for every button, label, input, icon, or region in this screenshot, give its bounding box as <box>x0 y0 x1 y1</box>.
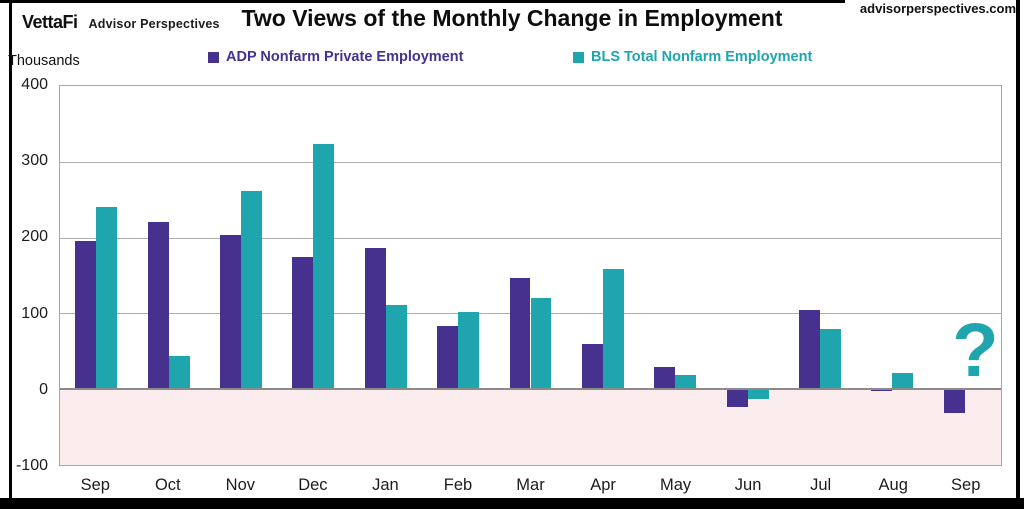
bar-bls-aug <box>892 372 914 390</box>
bar-adp-mar <box>509 277 531 390</box>
bar-adp-oct <box>147 222 169 390</box>
frame-top-border <box>0 0 845 3</box>
gridline <box>60 237 1001 239</box>
chart-title: Two Views of the Monthly Change in Emplo… <box>241 5 783 31</box>
x-tick-label: Apr <box>590 476 616 494</box>
bar-bls-nov <box>240 191 262 390</box>
bar-bls-dec <box>313 144 335 390</box>
bar-adp-nov <box>219 235 241 390</box>
logo-secondary-text: Advisor Perspectives <box>88 17 220 31</box>
bar-adp-jan <box>364 248 386 390</box>
y-axis-unit-label: Thousands <box>8 53 80 69</box>
x-tick-label: Jul <box>810 476 832 494</box>
vettafi-logo: VettaFi Advisor Perspectives <box>22 12 220 33</box>
bar-adp-may <box>654 367 676 390</box>
plot-area: ? <box>59 85 1002 466</box>
y-axis: 400 300 200 100 0 -100 <box>0 76 48 474</box>
x-tick-label: Mar <box>516 476 545 494</box>
bar-bls-sep <box>96 207 118 390</box>
watermark-url: advisorperspectives.com <box>859 1 1016 16</box>
x-tick-label: Oct <box>154 476 181 494</box>
bar-bls-oct <box>168 355 190 390</box>
legend-label-bls: BLS Total Nonfarm Employment <box>591 49 813 65</box>
legend-label-adp: ADP Nonfarm Private Employment <box>226 49 464 65</box>
x-tick-label: Jun <box>734 476 762 494</box>
missing-data-question-mark: ? <box>952 308 999 394</box>
bar-bls-jan <box>385 305 407 390</box>
bar-bls-jul <box>820 329 842 390</box>
y-tick-label: 400 <box>21 76 48 93</box>
bar-adp-sep <box>943 389 965 414</box>
x-tick-label: Aug <box>878 476 908 494</box>
bar-adp-aug <box>871 389 893 392</box>
frame-bottom-border <box>0 498 1024 509</box>
bar-adp-sep <box>75 241 97 390</box>
zero-line <box>60 388 1001 391</box>
y-tick-label: 300 <box>21 152 48 170</box>
bar-adp-feb <box>437 325 459 390</box>
gridline <box>60 161 1001 163</box>
legend-item-bls: BLS Total Nonfarm Employment <box>573 49 812 65</box>
x-axis: Sep Oct Nov Dec Jan Feb Mar Apr May Jun Jul Aug Sep <box>59 474 1002 500</box>
bar-bls-apr <box>602 269 624 390</box>
legend-swatch-adp-icon <box>208 51 219 63</box>
negative-zone <box>60 389 1001 465</box>
bar-bls-mar <box>530 298 552 390</box>
legend-swatch-bls-icon <box>573 51 584 63</box>
y-tick-label: -100 <box>15 457 48 474</box>
x-tick-label: May <box>659 476 692 494</box>
legend-item-adp: ADP Nonfarm Private Employment <box>208 49 463 65</box>
x-tick-label: Sep <box>80 476 110 494</box>
x-tick-label: Jan <box>372 476 399 494</box>
x-tick-label: Sep <box>951 476 981 494</box>
x-tick-label: Feb <box>443 476 473 494</box>
bar-bls-may <box>675 374 697 390</box>
x-tick-label: Nov <box>225 476 256 494</box>
bar-adp-jun <box>726 389 748 407</box>
bar-bls-feb <box>458 311 480 390</box>
frame-right-border <box>1016 0 1020 498</box>
y-tick-label: 100 <box>21 304 48 322</box>
bar-adp-apr <box>581 343 603 390</box>
y-tick-label: 0 <box>39 380 48 398</box>
x-tick-label: Dec <box>298 476 328 494</box>
bar-adp-dec <box>292 256 314 390</box>
y-tick-label: 200 <box>21 228 48 246</box>
frame-left-border <box>9 0 12 498</box>
logo-primary-text: VettaFi <box>22 12 78 32</box>
bar-bls-jun <box>747 389 769 400</box>
bar-adp-jul <box>799 310 821 390</box>
